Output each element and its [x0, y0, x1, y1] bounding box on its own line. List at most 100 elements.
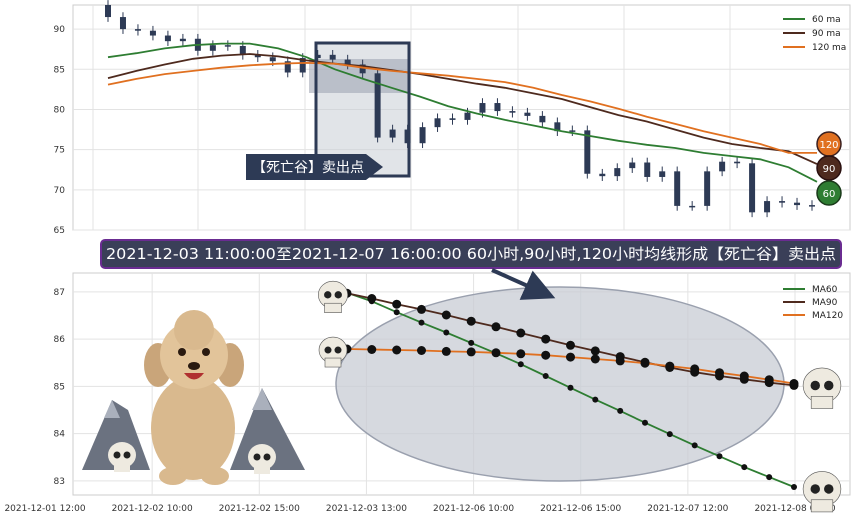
box-label-group: 【死亡谷】卖出点	[246, 154, 383, 180]
candle-body	[314, 54, 321, 59]
candle-body	[524, 112, 531, 116]
y-tick-label: 85	[54, 65, 65, 75]
skull-eye	[810, 484, 820, 494]
candle-body	[359, 64, 366, 74]
x-tick-label: 2021-12-06 10:00	[433, 504, 514, 514]
candle-body	[269, 57, 276, 62]
banner-background	[100, 239, 842, 269]
point-ma90	[590, 346, 600, 356]
x-tick-label: 2021-12-02 10:00	[112, 504, 193, 514]
y-tick-label: 90	[54, 25, 66, 35]
candle-body	[119, 17, 126, 30]
x-tick-label: 2021-12-06 15:00	[540, 504, 621, 514]
y-tick-label: 85	[54, 382, 65, 392]
price-grid	[73, 5, 850, 231]
candle-body	[299, 58, 306, 73]
candle-body	[284, 61, 291, 73]
point-ma60	[517, 361, 524, 368]
point-ma120	[789, 379, 799, 388]
point-ma120	[640, 358, 650, 368]
candle-body	[569, 130, 576, 132]
point-ma60	[766, 474, 773, 481]
point-ma120	[690, 364, 700, 374]
skull-eye	[324, 346, 332, 354]
point-ma90	[466, 316, 476, 326]
ma-y-axis: 83 84 85 86 87	[54, 288, 66, 487]
ma-lines	[342, 288, 799, 490]
candle-body	[105, 5, 111, 18]
signal-banner: 2021-12-03 11:00:00至2021-12-07 16:00:00 …	[100, 239, 842, 300]
x-tick-label: 2021-12-01 12:00	[4, 504, 85, 514]
candle-body	[689, 205, 696, 208]
badge-120-label: 120	[819, 140, 838, 151]
x-tick-label: 2021-12-08 09:00	[754, 504, 835, 514]
point-ma60	[666, 431, 673, 438]
point-ma120	[715, 368, 724, 378]
candle-body	[704, 171, 711, 206]
point-ma60	[691, 442, 698, 449]
point-ma90	[516, 328, 526, 338]
skull-jaw	[324, 357, 342, 368]
y-tick-label: 65	[54, 226, 65, 236]
badge-60	[816, 180, 842, 206]
y-tick-label: 83	[54, 477, 65, 487]
candle-body	[419, 127, 426, 144]
point-ma60	[468, 339, 475, 346]
badge-90-label: 90	[823, 164, 836, 175]
y-tick-label: 70	[54, 186, 66, 196]
candle-body	[629, 162, 636, 169]
point-ma120	[739, 371, 749, 381]
skull-icon	[318, 336, 348, 368]
candle-body	[599, 173, 606, 177]
skull-markers	[317, 280, 842, 513]
point-ma90	[566, 340, 575, 350]
point-ma60	[617, 407, 624, 414]
candle-body	[809, 205, 815, 207]
point-ma90	[441, 310, 451, 320]
price-ma-lines	[107, 42, 818, 183]
point-ma60	[542, 373, 549, 379]
skull-icon	[317, 280, 348, 313]
y-tick-label: 75	[54, 146, 65, 156]
candle-body	[554, 122, 561, 132]
point-ma90	[491, 322, 501, 332]
point-ma60	[642, 419, 648, 426]
point-ma120	[590, 354, 600, 364]
point-ma60	[393, 309, 400, 316]
point-ma120	[764, 375, 774, 385]
box-label: 【死亡谷】卖出点	[252, 160, 364, 176]
point-ma120	[566, 352, 575, 362]
point-ma120	[665, 361, 675, 371]
banner-text: 2021-12-03 11:00:00至2021-12-07 16:00:00 …	[106, 245, 836, 263]
x-tick-label: 2021-12-07 12:00	[647, 504, 728, 514]
skull-jaw	[810, 396, 834, 409]
y-tick-label: 86	[54, 335, 66, 345]
point-ma60	[791, 484, 797, 490]
point-ma60	[592, 396, 599, 403]
point-ma120	[417, 346, 426, 355]
candle-body	[374, 73, 381, 138]
skull-eye	[824, 380, 834, 391]
legend-label-ma60: MA60	[812, 285, 838, 295]
skull-icon	[802, 471, 842, 513]
candle-body	[179, 38, 186, 42]
point-ma120	[541, 350, 551, 360]
candle-body	[134, 29, 141, 31]
point-ma90	[392, 299, 402, 309]
skull-eye	[324, 291, 332, 299]
skull-icon	[248, 444, 276, 474]
candle-body	[149, 30, 156, 36]
skull-icon	[108, 442, 136, 472]
point-ma120	[367, 345, 377, 354]
point-ma120	[516, 349, 526, 359]
skull-jaw	[810, 499, 834, 513]
candle-body	[734, 161, 741, 164]
y-tick-label: 80	[54, 105, 66, 115]
skull-jaw	[324, 302, 342, 313]
point-ma120	[392, 345, 402, 355]
point-ma90	[367, 294, 377, 303]
candle-body	[794, 202, 801, 206]
dog-illustration	[82, 310, 305, 485]
badge-90	[816, 155, 842, 181]
point-ma60	[741, 464, 748, 471]
